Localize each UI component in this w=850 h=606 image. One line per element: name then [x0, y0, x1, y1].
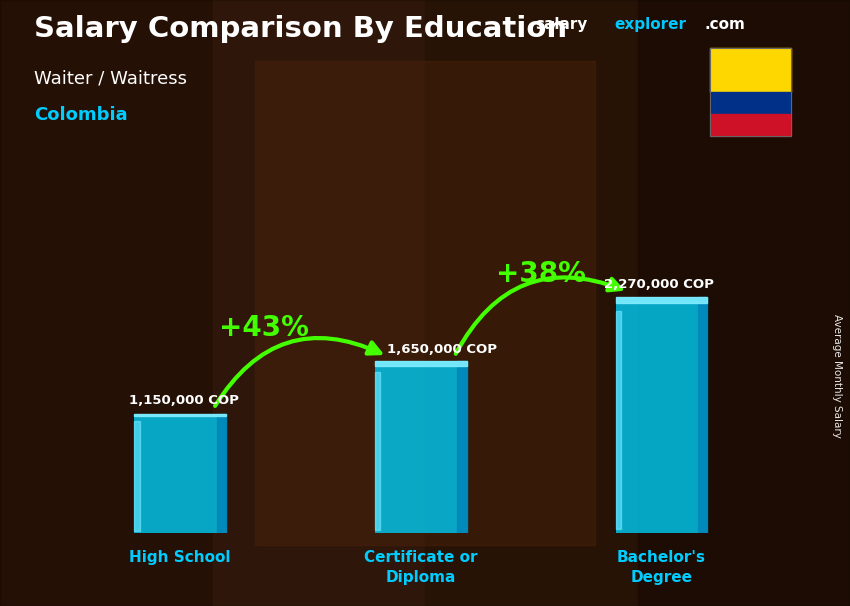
Bar [134, 421, 139, 531]
Text: +43%: +43% [219, 314, 309, 342]
Text: 1,650,000 COP: 1,650,000 COP [387, 343, 497, 356]
Text: 2,270,000 COP: 2,270,000 COP [604, 278, 714, 291]
Text: .com: .com [705, 17, 745, 32]
Bar [615, 297, 707, 303]
Bar [134, 413, 225, 416]
Text: Salary Comparison By Education: Salary Comparison By Education [34, 15, 567, 43]
Bar [615, 297, 707, 533]
Text: +38%: +38% [496, 260, 586, 288]
Text: Waiter / Waitress: Waiter / Waitress [34, 70, 187, 88]
Text: salary: salary [536, 17, 588, 32]
Text: Colombia: Colombia [34, 106, 127, 124]
Text: explorer: explorer [615, 17, 687, 32]
Bar [375, 371, 381, 530]
Bar [217, 413, 225, 533]
Bar [134, 413, 225, 533]
Bar [375, 361, 467, 533]
Bar [457, 361, 467, 533]
Bar [615, 311, 621, 528]
Text: 1,150,000 COP: 1,150,000 COP [129, 395, 239, 407]
Bar [698, 297, 707, 533]
Bar [375, 361, 467, 365]
Text: Average Monthly Salary: Average Monthly Salary [832, 314, 842, 438]
